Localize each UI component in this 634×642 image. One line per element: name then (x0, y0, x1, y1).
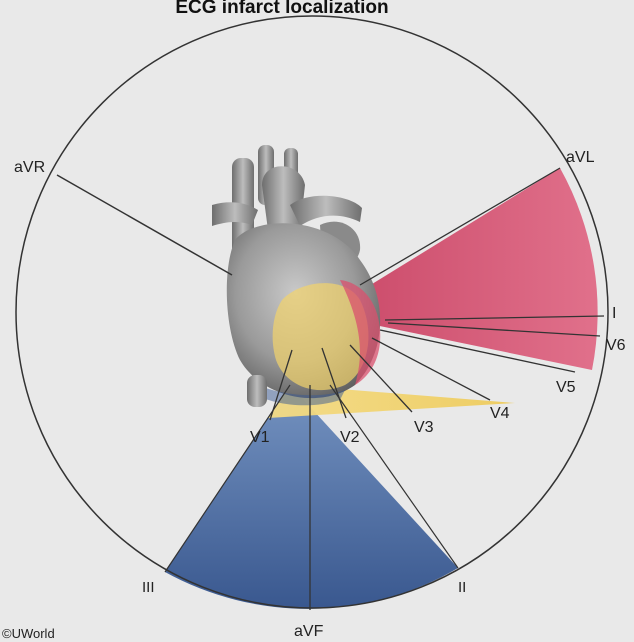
label-avf: aVF (294, 623, 324, 640)
label-ii: II (458, 579, 466, 596)
label-avr: aVR (14, 159, 45, 176)
label-iii: III (142, 579, 155, 596)
lead-avr-axis (56, 174, 233, 276)
label-v1: V1 (250, 429, 270, 446)
heart-icon (212, 145, 381, 407)
inferior-territory (165, 385, 458, 609)
lead-v6-axis (387, 322, 601, 337)
label-v3: V3 (414, 419, 434, 436)
label-avl: aVL (566, 149, 595, 166)
diagram-title: ECG infarct localization (175, 0, 388, 18)
lead-v1-axis (269, 349, 293, 421)
lead-v3-axis (349, 344, 413, 413)
lead-avl-axis (359, 167, 561, 286)
hexaxial-circle (15, 15, 609, 609)
copyright-text: ©UWorld (2, 626, 55, 641)
lead-i-axis (384, 315, 605, 321)
lead-v2-axis (321, 347, 347, 419)
label-v6: V6 (606, 337, 626, 354)
label-v2: V2 (340, 429, 360, 446)
lead-v4-axis (371, 337, 491, 401)
label-v4: V4 (490, 405, 510, 422)
label-v5: V5 (556, 379, 576, 396)
label-i: I (612, 305, 616, 322)
lead-v5-axis (379, 329, 576, 373)
lead-ii-axis (329, 384, 459, 569)
lead-iii-axis (164, 384, 291, 573)
